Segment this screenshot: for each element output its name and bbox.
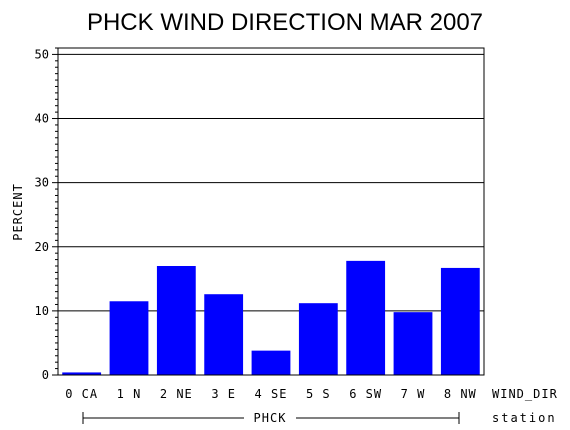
bar bbox=[440, 267, 480, 375]
y-axis-label: PERCENT bbox=[11, 183, 25, 241]
y-tick-label: 30 bbox=[35, 176, 49, 190]
x-tick-label: 6 SW bbox=[349, 387, 382, 401]
x-tick-label: 0 CA bbox=[65, 387, 98, 401]
bar bbox=[204, 294, 244, 375]
group-label: PHCK bbox=[254, 411, 287, 425]
y-tick-label: 20 bbox=[35, 240, 49, 254]
x-tick-label: 5 S bbox=[306, 387, 331, 401]
y-tick-label: 40 bbox=[35, 112, 49, 126]
bar bbox=[156, 266, 196, 375]
x-tick-label: 2 NE bbox=[160, 387, 193, 401]
bar bbox=[62, 372, 102, 375]
x-tick-label: 7 W bbox=[401, 387, 426, 401]
bar bbox=[298, 303, 338, 375]
y-tick-label: 0 bbox=[42, 368, 49, 382]
bars bbox=[62, 260, 480, 375]
group-axis-label: station bbox=[492, 411, 557, 425]
y-axis: 0 10 20 30 40 50 bbox=[35, 47, 58, 382]
x-axis-label: WIND_DIR bbox=[492, 387, 558, 401]
bar bbox=[109, 301, 149, 375]
x-tick-label: 1 N bbox=[117, 387, 142, 401]
x-axis: 0 CA 1 N 2 NE 3 E 4 SE 5 S 6 SW 7 W 8 NW bbox=[65, 387, 477, 401]
y-tick-label: 10 bbox=[35, 304, 49, 318]
group-label-background bbox=[244, 411, 296, 425]
bar bbox=[346, 260, 386, 375]
x-tick-label: 4 SE bbox=[255, 387, 288, 401]
plot-frame bbox=[57, 47, 485, 376]
bar bbox=[393, 312, 433, 375]
chart-title: PHCK WIND DIRECTION MAR 2007 bbox=[87, 9, 483, 36]
x-tick-label: 8 NW bbox=[444, 387, 477, 401]
gridlines bbox=[58, 53, 484, 312]
bar bbox=[251, 350, 291, 375]
x-tick-label: 3 E bbox=[211, 387, 236, 401]
y-tick-label: 50 bbox=[35, 47, 49, 61]
